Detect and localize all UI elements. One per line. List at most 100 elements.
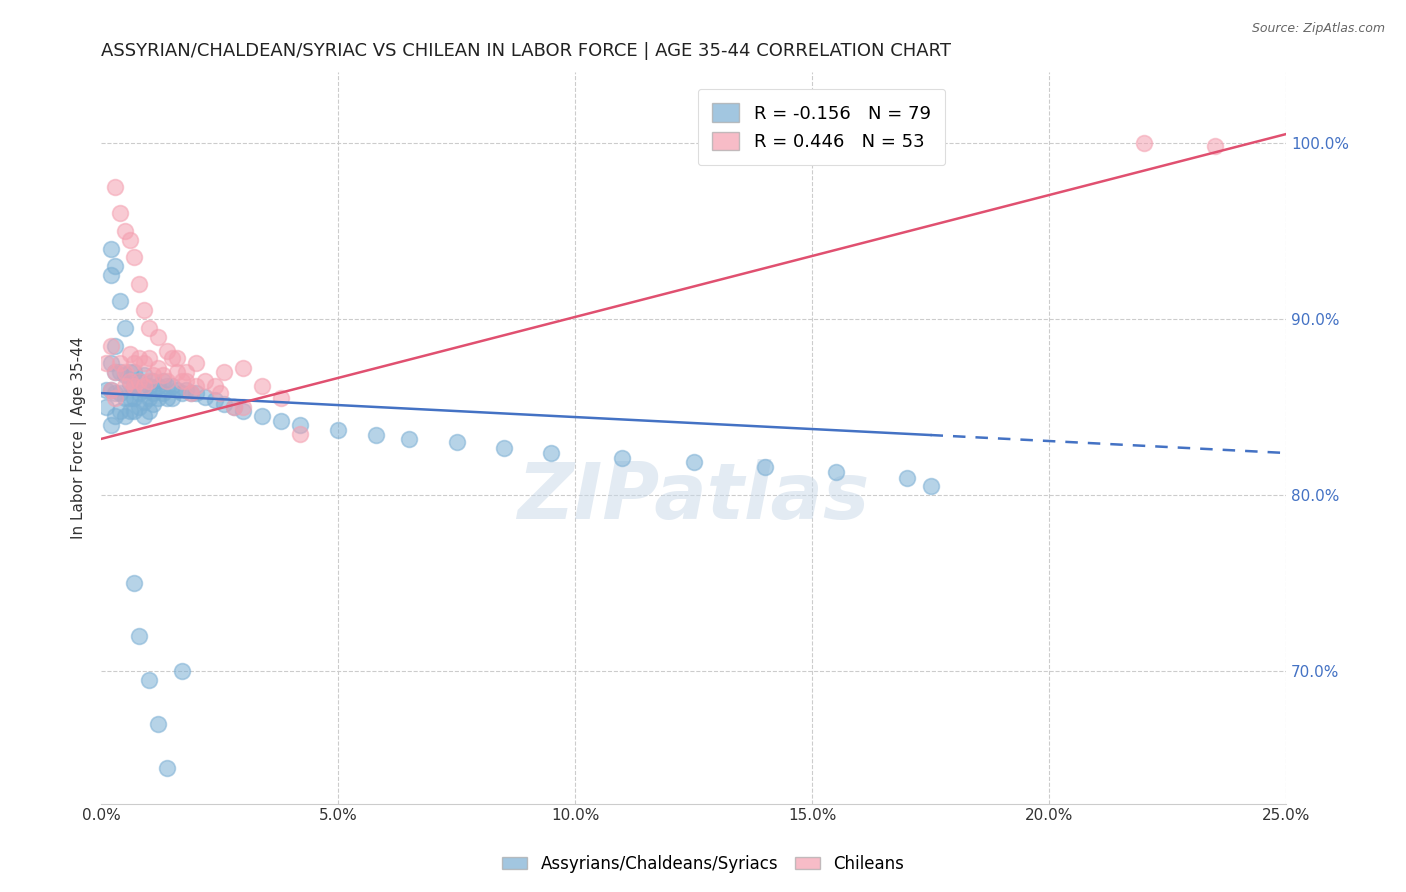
Point [222, 400, 245, 414]
Point [100, 417, 122, 432]
Point [152, 368, 174, 383]
Point [124, 403, 146, 417]
Point [132, 409, 155, 423]
Point [270, 414, 292, 428]
Point [612, 451, 634, 466]
Point [114, 392, 136, 406]
Point [114, 365, 136, 379]
Y-axis label: In Labor Force | Age 35-44: In Labor Force | Age 35-44 [72, 337, 87, 539]
Point [208, 386, 231, 401]
Point [184, 386, 207, 401]
Point [896, 470, 918, 484]
Point [176, 374, 198, 388]
Point [104, 180, 127, 194]
Point [146, 329, 169, 343]
Point [124, 356, 146, 370]
Point [364, 428, 387, 442]
Point [142, 374, 165, 388]
Point [138, 673, 160, 688]
Point [288, 426, 311, 441]
Point [100, 383, 122, 397]
Point [754, 460, 776, 475]
Point [252, 379, 274, 393]
Point [114, 321, 136, 335]
Text: ZIPatlas: ZIPatlas [517, 458, 870, 534]
Point [104, 409, 127, 423]
Point [252, 409, 274, 423]
Point [166, 351, 188, 365]
Point [222, 400, 245, 414]
Point [232, 403, 254, 417]
Point [156, 392, 179, 406]
Point [100, 338, 122, 352]
Point [132, 303, 155, 318]
Point [132, 383, 155, 397]
Point [104, 365, 127, 379]
Point [128, 351, 150, 365]
Point [124, 365, 146, 379]
Point [146, 392, 169, 406]
Point [232, 361, 254, 376]
Point [124, 392, 146, 406]
Point [114, 368, 136, 383]
Point [118, 374, 141, 388]
Point [682, 455, 704, 469]
Point [118, 233, 141, 247]
Point [142, 368, 165, 383]
Point [160, 351, 183, 365]
Point [184, 379, 207, 393]
Point [104, 386, 127, 401]
Point [118, 347, 141, 361]
Point [194, 374, 217, 388]
Point [108, 356, 131, 370]
Point [124, 251, 146, 265]
Point [540, 446, 562, 460]
Point [94, 383, 117, 397]
Point [180, 386, 202, 401]
Point [118, 392, 141, 406]
Point [114, 224, 136, 238]
Point [124, 379, 146, 393]
Point [152, 374, 174, 388]
Point [128, 629, 150, 643]
Point [104, 392, 127, 406]
Point [142, 386, 165, 401]
Point [108, 386, 131, 401]
Point [104, 259, 127, 273]
Point [138, 392, 160, 406]
Point [1204, 139, 1226, 153]
Point [132, 379, 155, 393]
Point [156, 761, 179, 775]
Point [138, 379, 160, 393]
Point [114, 409, 136, 423]
Point [446, 435, 468, 450]
Legend: Assyrians/Chaldeans/Syriacs, Chileans: Assyrians/Chaldeans/Syriacs, Chileans [495, 848, 911, 880]
Point [160, 392, 183, 406]
Point [152, 386, 174, 401]
Point [288, 417, 311, 432]
Point [398, 432, 420, 446]
Point [146, 717, 169, 731]
Point [166, 383, 188, 397]
Point [94, 356, 117, 370]
Point [146, 361, 169, 376]
Point [132, 356, 155, 370]
Point [176, 365, 198, 379]
Point [214, 397, 236, 411]
Text: Source: ZipAtlas.com: Source: ZipAtlas.com [1251, 22, 1385, 36]
Point [128, 374, 150, 388]
Point [180, 386, 202, 401]
Point [232, 400, 254, 414]
Point [146, 379, 169, 393]
Point [128, 400, 150, 414]
Point [128, 374, 150, 388]
Point [132, 395, 155, 409]
Point [124, 576, 146, 591]
Point [100, 242, 122, 256]
Point [124, 379, 146, 393]
Point [104, 338, 127, 352]
Point [138, 374, 160, 388]
Point [156, 343, 179, 358]
Text: ASSYRIAN/CHALDEAN/SYRIAC VS CHILEAN IN LABOR FORCE | AGE 35-44 CORRELATION CHART: ASSYRIAN/CHALDEAN/SYRIAC VS CHILEAN IN L… [101, 42, 950, 60]
Point [270, 392, 292, 406]
